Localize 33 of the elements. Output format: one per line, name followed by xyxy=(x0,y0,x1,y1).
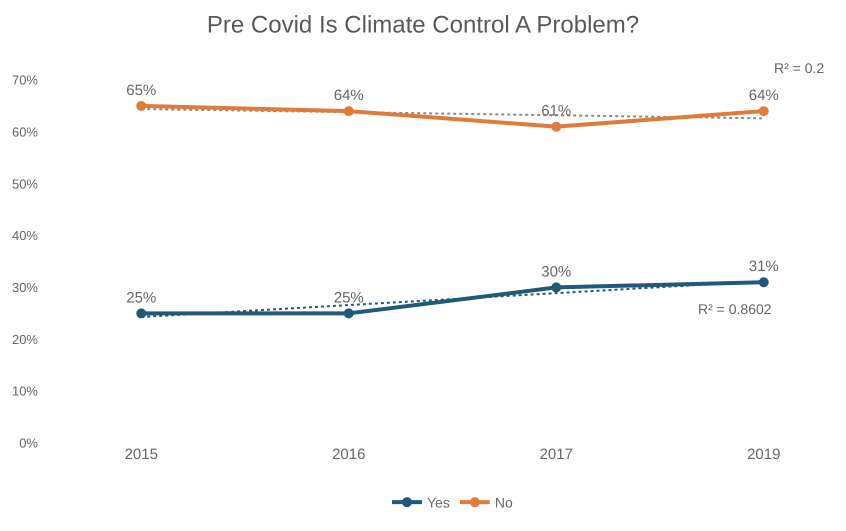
y-tick-label: 60% xyxy=(12,124,38,140)
legend-label: Yes xyxy=(427,494,450,511)
data-label: 31% xyxy=(748,258,779,276)
data-label: 65% xyxy=(126,82,156,99)
data-label: 64% xyxy=(334,87,364,104)
data-label: 30% xyxy=(541,263,572,280)
x-tick-label: 2019 xyxy=(747,446,780,463)
y-tick-label: 10% xyxy=(12,384,38,399)
x-tick-label: 2017 xyxy=(540,446,573,463)
point xyxy=(344,308,354,318)
x-tick-label: 2015 xyxy=(124,446,158,463)
y-tick-label: 30% xyxy=(12,280,38,295)
point xyxy=(551,122,562,132)
annotation: R² = 0.8602 xyxy=(698,301,772,317)
y-tick-label: 20% xyxy=(12,332,38,347)
y-tick-label: 50% xyxy=(12,176,38,192)
legend-label: No xyxy=(494,494,513,511)
y-tick-label: 70% xyxy=(12,72,38,88)
data-label: 61% xyxy=(541,102,572,120)
y-tick-label: 0% xyxy=(19,436,38,451)
point xyxy=(551,282,562,292)
data-label: 25% xyxy=(334,289,364,306)
x-tick-label: 2016 xyxy=(332,446,366,463)
text: R² = 0.2 xyxy=(774,60,824,76)
point xyxy=(758,106,769,116)
data-label: 64% xyxy=(748,87,779,104)
point xyxy=(758,277,769,288)
point xyxy=(344,106,354,116)
point xyxy=(136,100,146,111)
point xyxy=(136,308,146,318)
chart-title: Pre Covid Is Climate Control A Problem? xyxy=(206,12,640,39)
data-label: 25% xyxy=(126,289,156,306)
y-tick-label: 40% xyxy=(12,228,38,244)
